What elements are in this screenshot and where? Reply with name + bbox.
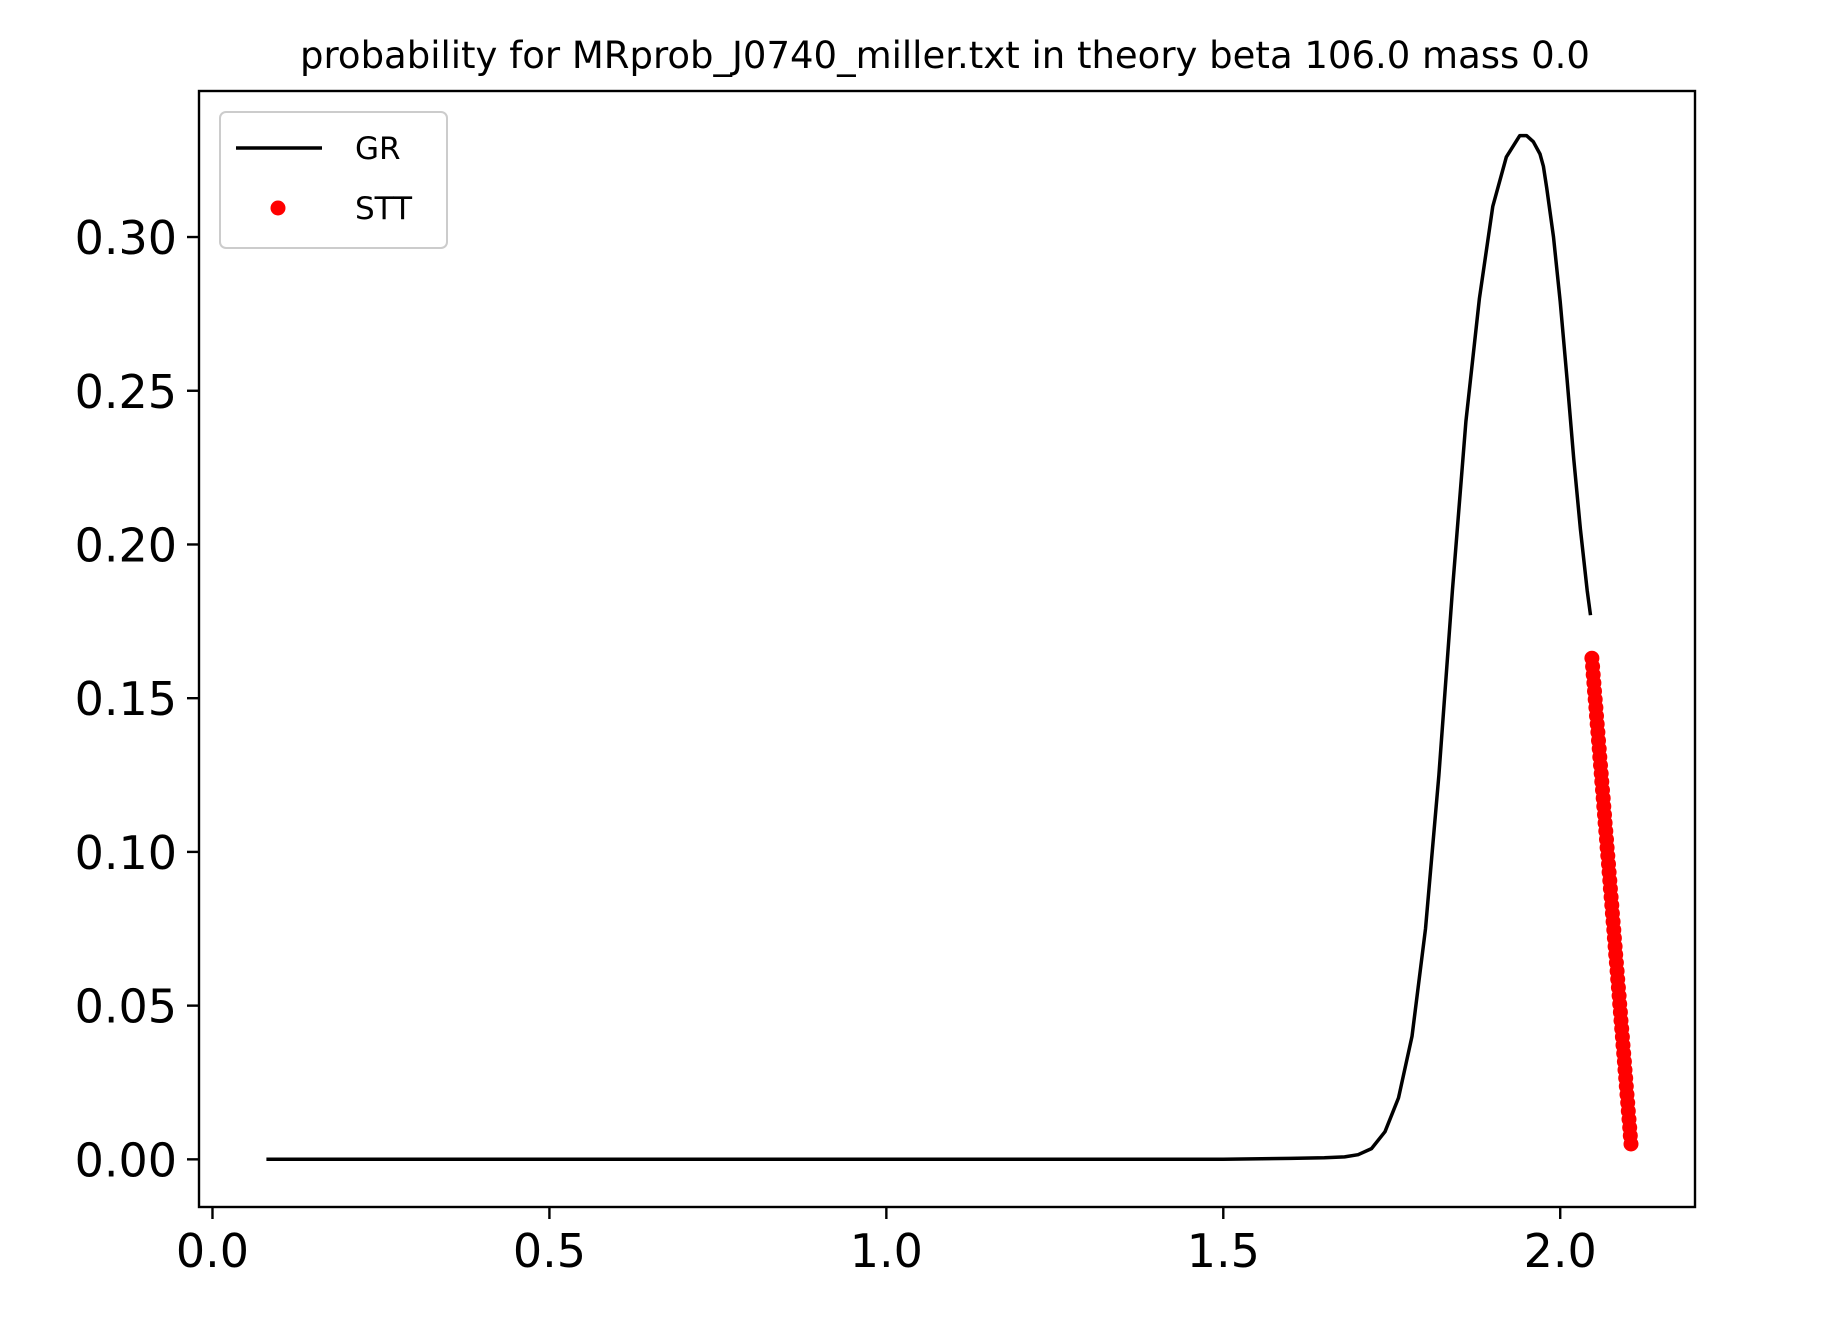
x-tick-label: 1.5 xyxy=(1187,1224,1260,1278)
legend: GR STT xyxy=(219,111,448,249)
legend-stt-label: STT xyxy=(355,191,413,227)
x-tick-label: 0.5 xyxy=(513,1224,586,1278)
chart-title: probability for MRprob_J0740_miller.txt … xyxy=(300,34,1590,77)
y-tick-label: 0.05 xyxy=(75,980,177,1034)
gr-series-line xyxy=(266,133,1593,1162)
x-axis: 0.0 0.5 1.0 1.5 2.0 xyxy=(176,1207,1597,1278)
y-tick-label: 0.30 xyxy=(75,211,177,265)
series-layer xyxy=(266,133,1639,1162)
legend-gr-label: GR xyxy=(355,131,401,167)
plot-area xyxy=(197,89,1697,1209)
y-tick-label: 0.00 xyxy=(75,1133,177,1187)
y-tick-label: 0.15 xyxy=(75,672,177,726)
y-tick-label: 0.20 xyxy=(75,518,177,572)
y-tick-label: 0.10 xyxy=(75,826,177,880)
x-tick-label: 1.0 xyxy=(850,1224,923,1278)
y-tick-label: 0.25 xyxy=(75,365,177,419)
stt-point xyxy=(1623,1136,1639,1152)
x-tick-label: 0.0 xyxy=(176,1224,249,1278)
legend-box xyxy=(219,111,448,249)
y-axis: 0.00 0.05 0.10 0.15 0.20 0.25 0.30 xyxy=(75,211,199,1187)
x-tick-label: 2.0 xyxy=(1524,1224,1597,1278)
legend-stt-marker xyxy=(270,200,286,216)
